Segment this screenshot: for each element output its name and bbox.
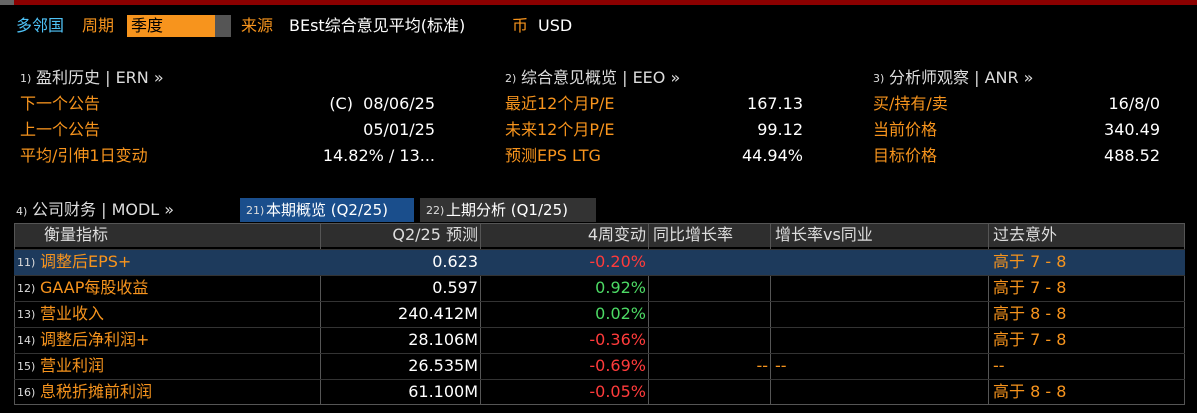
cell-yoy: -- [756,356,768,375]
metric-label: 预测EPS LTG [505,146,601,165]
row-number: 15) [17,360,36,373]
metric-label: 当前价格 [873,120,938,139]
row-number: 16) [17,386,36,399]
row-bg[interactable] [14,379,1185,405]
dropdown-arrow[interactable] [215,15,231,37]
metric-label: 平均/引伸1日变动 [20,146,148,165]
column-header[interactable]: 同比增长率 [653,225,734,244]
tab-number: 21) [246,204,265,217]
section-title[interactable]: 盈利历史 | ERN » [36,68,164,87]
table-frame [14,223,1185,405]
metric-value: 16/8/0 [1108,94,1161,113]
company: 多邻国 [16,16,65,35]
column-divider [770,223,771,405]
row-bg[interactable] [14,249,1185,275]
cell-surprise: 高于 7 - 8 [993,278,1067,297]
cell-surprise: 高于 7 - 8 [993,330,1067,349]
row-bg[interactable] [14,353,1185,379]
window-icon [0,0,14,5]
column-divider [648,223,649,405]
row-metric: 营业利润 [40,356,105,375]
table-header-bg [14,223,1185,247]
period-dropdown[interactable]: 季度 [127,15,215,37]
currency-label: 币 [512,16,529,35]
section-number: 3) [873,72,885,85]
cell-change: 0.02% [595,304,646,323]
cell-change: -0.36% [589,330,646,349]
metric-value: 14.82% / 13... [322,146,435,165]
tab[interactable] [240,198,414,222]
row-number: 13) [17,308,36,321]
cell-change: -0.05% [589,382,646,401]
section-number: 1) [20,72,32,85]
cell-surprise: 高于 8 - 8 [993,382,1067,401]
metric-label: 最近12个月P/E [505,94,615,113]
period-label: 周期 [82,16,115,35]
column-header[interactable]: 衡量指标 [44,225,109,244]
cell-change: -0.20% [589,252,646,271]
section-title[interactable]: 综合意见概览 | EEO » [521,68,681,87]
metric-value: (C) 08/06/25 [329,94,435,113]
cell-estimate: 61.100M [408,382,478,401]
metric-label: 未来12个月P/E [505,120,615,139]
tab-number: 22) [426,204,445,217]
tab-label: 上期分析 (Q1/25) [446,201,568,219]
metric-label: 上一个公告 [20,120,101,139]
column-header[interactable]: 增长率vs同业 [775,225,873,244]
row-number: 11) [17,256,36,269]
cell-estimate: 28.106M [408,330,478,349]
column-header[interactable]: 过去意外 [993,225,1058,244]
metric-value: 99.12 [757,120,803,139]
source-label: 来源 [241,16,274,35]
row-metric: 营业收入 [40,304,105,323]
cell-estimate: 26.535M [408,356,478,375]
metric-value: 05/01/25 [363,120,435,139]
column-divider [988,223,989,405]
row-metric: 调整后EPS+ [40,252,132,271]
metric-value: 167.13 [747,94,803,113]
cell-estimate: 240.412M [398,304,478,323]
section-title[interactable]: 分析师观察 | ANR » [889,68,1034,87]
column-divider [480,223,481,405]
metric-value: 44.94% [741,146,803,165]
metric-label: 买/持有/卖 [873,94,948,113]
column-header[interactable]: Q2/25 预测 [392,225,478,244]
row-metric: GAAP每股收益 [40,278,149,297]
cell-change: -0.69% [589,356,646,375]
row-metric: 息税折摊前利润 [40,382,153,401]
cell-surprise: -- [993,356,1005,375]
metric-label: 下一个公告 [20,94,101,113]
column-divider [320,223,321,405]
row-number: 12) [17,282,36,295]
row-number: 14) [17,334,36,347]
column-header[interactable]: 4周变动 [587,225,646,244]
row-metric: 调整后净利润+ [40,330,150,349]
cell-surprise: 高于 7 - 8 [993,252,1067,271]
cell-surprise: 高于 8 - 8 [993,304,1067,323]
source-value: BEst综合意见平均(标准) [289,16,466,35]
tab[interactable] [420,198,596,222]
metric-label: 目标价格 [873,146,938,165]
section-number: 2) [505,72,517,85]
metric-value: 340.49 [1104,120,1160,139]
top-bar [0,0,1197,5]
row-bg[interactable] [14,301,1185,327]
currency-value: USD [538,16,573,35]
section-number: 4) [16,205,28,218]
cell-estimate: 0.597 [432,278,478,297]
cell-vs-peers: -- [775,356,787,375]
section-title[interactable]: 公司财务 | MODL » [32,200,175,219]
row-bg[interactable] [14,275,1185,301]
tab-label: 本期概览 (Q2/25) [266,201,388,219]
cell-change: 0.92% [595,278,646,297]
cell-estimate: 0.623 [432,252,478,271]
metric-value: 488.52 [1104,146,1160,165]
row-bg[interactable] [14,327,1185,353]
